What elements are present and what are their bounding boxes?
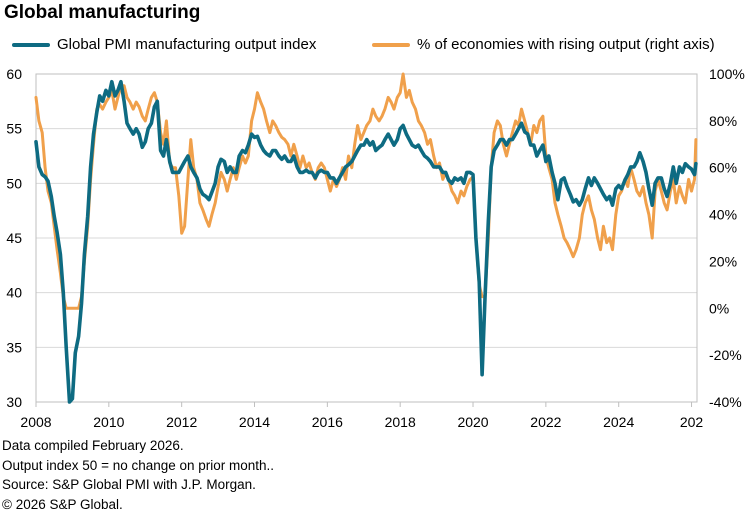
footnote-source: Source: S&P Global PMI with J.P. Morgan. [2,477,256,492]
y-left-tick-label: 45 [6,230,22,246]
y-left-tick-label: 60 [6,66,22,82]
footnote-copyright: © 2026 S&P Global. [2,496,123,512]
y-right-tick-label: 20% [709,253,737,269]
legend-item-rising: % of economies with rising output (right… [372,36,715,53]
legend-label-rising: % of economies with rising output (right… [417,36,715,53]
legend-swatch-rising [372,42,410,47]
y-right-tick-label: 0% [709,300,729,316]
x-tick-label: 2016 [312,414,343,430]
y-right-tick-label: 40% [709,207,737,223]
x-tick-label: 2010 [93,414,124,430]
y-left-tick-label: 35 [6,339,22,355]
y-right-tick-label: 80% [709,113,737,129]
chart-area: 30 35 40 45 50 55 60 -40% -20% 0% 20% 40% 60% 80% 100%… [6,66,745,430]
plot-frame [35,73,698,403]
x-tick-label: 2008 [20,414,51,430]
legend-swatch-pmi [12,42,50,47]
y-left-tick-label: 50 [6,175,22,191]
x-tick-label: 2014 [239,414,270,430]
series-line-rising [34,72,698,310]
x-tick-label: 2022 [530,414,561,430]
y-left-tick-label: 55 [6,121,22,137]
y-right-tick-label: -40% [709,394,742,410]
x-tick-label: 2020 [457,414,488,430]
y-right-tick-label: 60% [709,160,737,176]
y-left-tick-label: 30 [6,394,22,410]
y-right-tick-label: -20% [709,347,742,363]
x-tick-label: 2018 [385,414,416,430]
x-tick-label: 2024 [603,414,634,430]
footnote-output-index: Output index 50 = no change on prior mon… [2,457,275,473]
y-right-tick-label: 100% [709,66,745,82]
chart-legend: Global PMI manufacturing output index % … [0,36,755,60]
legend-label-pmi: Global PMI manufacturing output index [57,36,317,53]
series-line-pmi [34,79,698,404]
legend-item-pmi: Global PMI manufacturing output index [12,36,316,53]
x-tick-label: 2012 [166,414,197,430]
chart-title: Global manufacturing [4,2,201,23]
x-tick-label: 202 [680,414,704,430]
footnote-compiled: Data compiled February 2026. [2,438,184,453]
footnotes: Data compiled February 2026. Output inde… [2,436,274,514]
y-left-tick-label: 40 [6,285,22,301]
